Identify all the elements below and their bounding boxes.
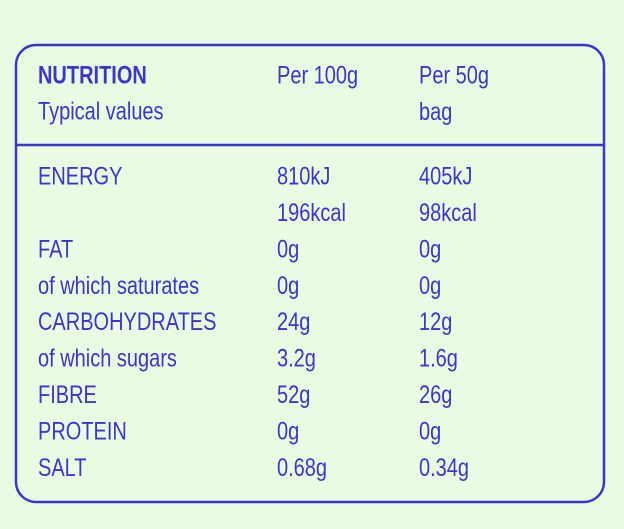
row-label: of which saturates [38,272,199,300]
row-value: 1.6g [419,345,458,373]
column-header: bag [419,98,452,126]
row-label: SALT [38,454,87,482]
row-value: 0.68g [277,454,327,482]
row-value: 0g [277,272,299,300]
row-value: 196kcal [277,199,346,227]
row-value: 3.2g [277,345,316,373]
row-label: CARBOHYDRATES [38,308,216,336]
row-label: PROTEIN [38,417,127,445]
row-value: 0g [277,235,299,263]
row-value: 810kJ [277,163,330,191]
panel-border [14,43,606,504]
row-value: 26g [419,381,452,409]
row-value: 405kJ [419,163,472,191]
title: NUTRITION [38,62,147,90]
row-value: 0.34g [419,454,469,482]
column-header: Per 50g [419,62,489,90]
row-value: 24g [277,308,310,336]
row-value: 0g [419,417,441,445]
row-value: 98kcal [419,199,477,227]
row-value: 12g [419,308,452,336]
row-value: 52g [277,381,310,409]
row-label: of which sugars [38,345,177,373]
row-value: 0g [419,235,441,263]
row-label: FAT [38,235,73,263]
column-header: Per 100g [277,62,358,90]
subtitle: Typical values [38,98,164,126]
row-value: 0g [419,272,441,300]
row-label: FIBRE [38,381,97,409]
row-label: ENERGY [38,163,122,191]
row-value: 0g [277,417,299,445]
